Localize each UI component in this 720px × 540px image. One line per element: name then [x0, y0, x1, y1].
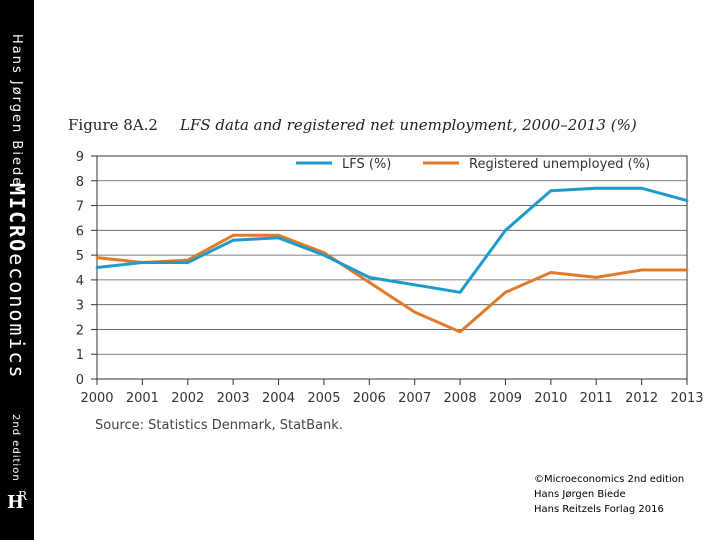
data-point-lfs-2001: [141, 261, 144, 264]
legend-label-lfs: LFS (%): [342, 157, 391, 172]
book-spine-sidebar: Hans Jørgen Biede MICROeconomics 2nd edi…: [0, 0, 34, 540]
x-tick-label-2006: 2006: [353, 391, 386, 406]
x-tick-label-2005: 2005: [307, 391, 340, 406]
x-tick-label-2012: 2012: [625, 391, 658, 406]
figure-caption: LFS data and registered net unemployment…: [179, 116, 637, 134]
figure-number: Figure 8A.2: [68, 116, 158, 134]
y-tick-label-5: 5: [76, 249, 84, 264]
data-point-registered-2010: [549, 271, 553, 274]
copyright-publisher: Hans Reitzels Forlag 2016: [534, 504, 664, 515]
y-tick-label-2: 2: [76, 323, 84, 338]
y-tick-label-3: 3: [76, 299, 84, 314]
data-point-lfs-2003: [231, 238, 235, 242]
publisher-logo: H R: [5, 484, 31, 514]
data-point-registered-2006: [367, 281, 371, 284]
y-tick-label-1: 1: [76, 348, 84, 363]
data-point-lfs-2002: [186, 261, 190, 264]
data-point-registered-2004: [277, 233, 280, 237]
chart-legend: LFS (%) Registered unemployed (%): [296, 157, 650, 172]
copyright-author: Hans Jørgen Biede: [534, 489, 626, 500]
data-point-registered-2009: [504, 290, 507, 294]
x-tick-label-2013: 2013: [670, 391, 703, 406]
data-point-registered-2003: [231, 233, 235, 237]
figure-title: Figure 8A.2 LFS data and registered net u…: [68, 116, 637, 134]
y-tick-label-8: 8: [76, 175, 84, 190]
data-point-lfs-2009: [504, 228, 507, 232]
data-point-lfs-2006: [367, 276, 371, 279]
y-tick-label-9: 9: [76, 150, 84, 165]
x-tick-label-2011: 2011: [580, 391, 613, 406]
series-line-registered: [96, 233, 687, 334]
y-tick-label-7: 7: [76, 200, 84, 215]
x-tick-label-2000: 2000: [80, 391, 113, 406]
svg-text:R: R: [18, 489, 28, 503]
y-tick-label-0: 0: [76, 373, 84, 388]
data-point-lfs-2013: [685, 199, 689, 203]
chart-grid: [97, 180, 687, 355]
y-axis-ticks: 0 1 2 3 4 5 6 7 8 9: [76, 150, 97, 388]
chart-series: [95, 186, 689, 334]
x-tick-label-2009: 2009: [489, 391, 522, 406]
x-tick-label-2003: 2003: [217, 391, 250, 406]
data-point-registered-2013: [685, 268, 689, 272]
x-tick-label-2007: 2007: [398, 391, 431, 406]
data-point-lfs-2005: [322, 253, 326, 257]
x-axis-ticks: 2000 2001 2002 2003 2004 2005 2006 2007 2008 2009…: [80, 379, 704, 406]
legend-label-registered: Registered unemployed (%): [469, 157, 650, 172]
data-point-lfs-2010: [549, 189, 553, 193]
x-tick-label-2010: 2010: [534, 391, 567, 406]
series-line-lfs: [96, 186, 688, 294]
data-point-lfs-2007: [413, 283, 417, 287]
data-point-registered-2007: [413, 310, 417, 314]
x-tick-label-2004: 2004: [262, 391, 295, 406]
copyright-notice: ©Microeconomics 2nd edition Hans Jørgen …: [534, 472, 684, 517]
figure-source: Source: Statistics Denmark, StatBank.: [95, 418, 343, 433]
data-point-registered-2011: [594, 276, 598, 279]
data-point-lfs-2000: [95, 266, 99, 269]
data-point-lfs-2008: [458, 290, 462, 294]
data-point-lfs-2004: [277, 236, 280, 240]
data-point-lfs-2012: [640, 186, 643, 190]
copyright-line: ©Microeconomics 2nd edition: [534, 474, 685, 485]
data-point-registered-2008: [458, 330, 462, 334]
y-tick-label-6: 6: [76, 224, 84, 239]
x-tick-label-2001: 2001: [126, 391, 159, 406]
x-tick-label-2002: 2002: [171, 391, 204, 406]
y-tick-label-4: 4: [76, 274, 84, 289]
x-tick-label-2008: 2008: [444, 391, 477, 406]
data-point-lfs-2011: [594, 186, 598, 190]
svg-text:H: H: [7, 492, 24, 513]
data-point-registered-2000: [95, 256, 99, 259]
data-point-registered-2012: [640, 268, 643, 272]
